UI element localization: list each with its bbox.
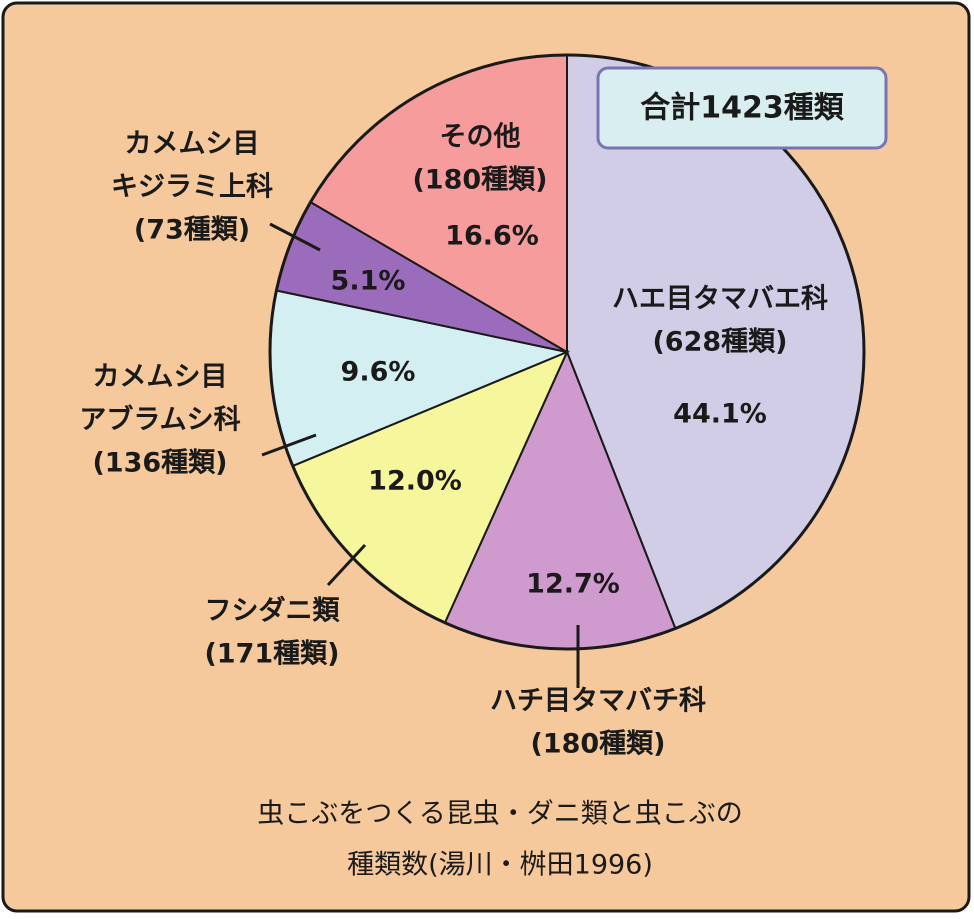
category-label: アブラムシ科 (79, 404, 240, 436)
category-label: ハチ目タマバチ科 (490, 686, 706, 717)
caption: 種類数(湯川・桝田1996) (347, 850, 653, 881)
category-label: その他 (440, 122, 521, 153)
value-label: 12.7% (526, 569, 620, 600)
pie-outline (268, 53, 866, 651)
total-label: 合計1423種類 (640, 91, 844, 126)
value-label: 5.1% (331, 266, 406, 297)
leader-line (326, 543, 367, 587)
pie (268, 53, 866, 651)
category-label: (136種類) (92, 448, 227, 479)
value-label: 12.0% (368, 466, 462, 497)
category-label: (171種類) (204, 639, 339, 670)
category-label: (180種類) (412, 165, 547, 196)
category-label: カメムシ目 (125, 129, 260, 160)
total-box (596, 66, 888, 150)
caption: 虫こぶをつくる昆虫・ダニ類と虫こぶの (257, 799, 742, 830)
category-label: フシダニ類 (205, 595, 341, 627)
category-label: カメムシ目 (93, 362, 228, 393)
category-label: (628種類) (652, 327, 787, 358)
leader-line (261, 433, 317, 457)
category-label: ハエ目タマバエ科 (612, 284, 828, 315)
value-label: 44.1% (673, 399, 767, 430)
category-label: (73種類) (134, 215, 250, 246)
category-label: (180種類) (530, 729, 665, 760)
category-label: キジラミ上科 (111, 172, 273, 203)
value-label: 9.6% (341, 357, 416, 388)
value-label: 16.6% (445, 221, 539, 252)
leader-line (269, 222, 321, 252)
